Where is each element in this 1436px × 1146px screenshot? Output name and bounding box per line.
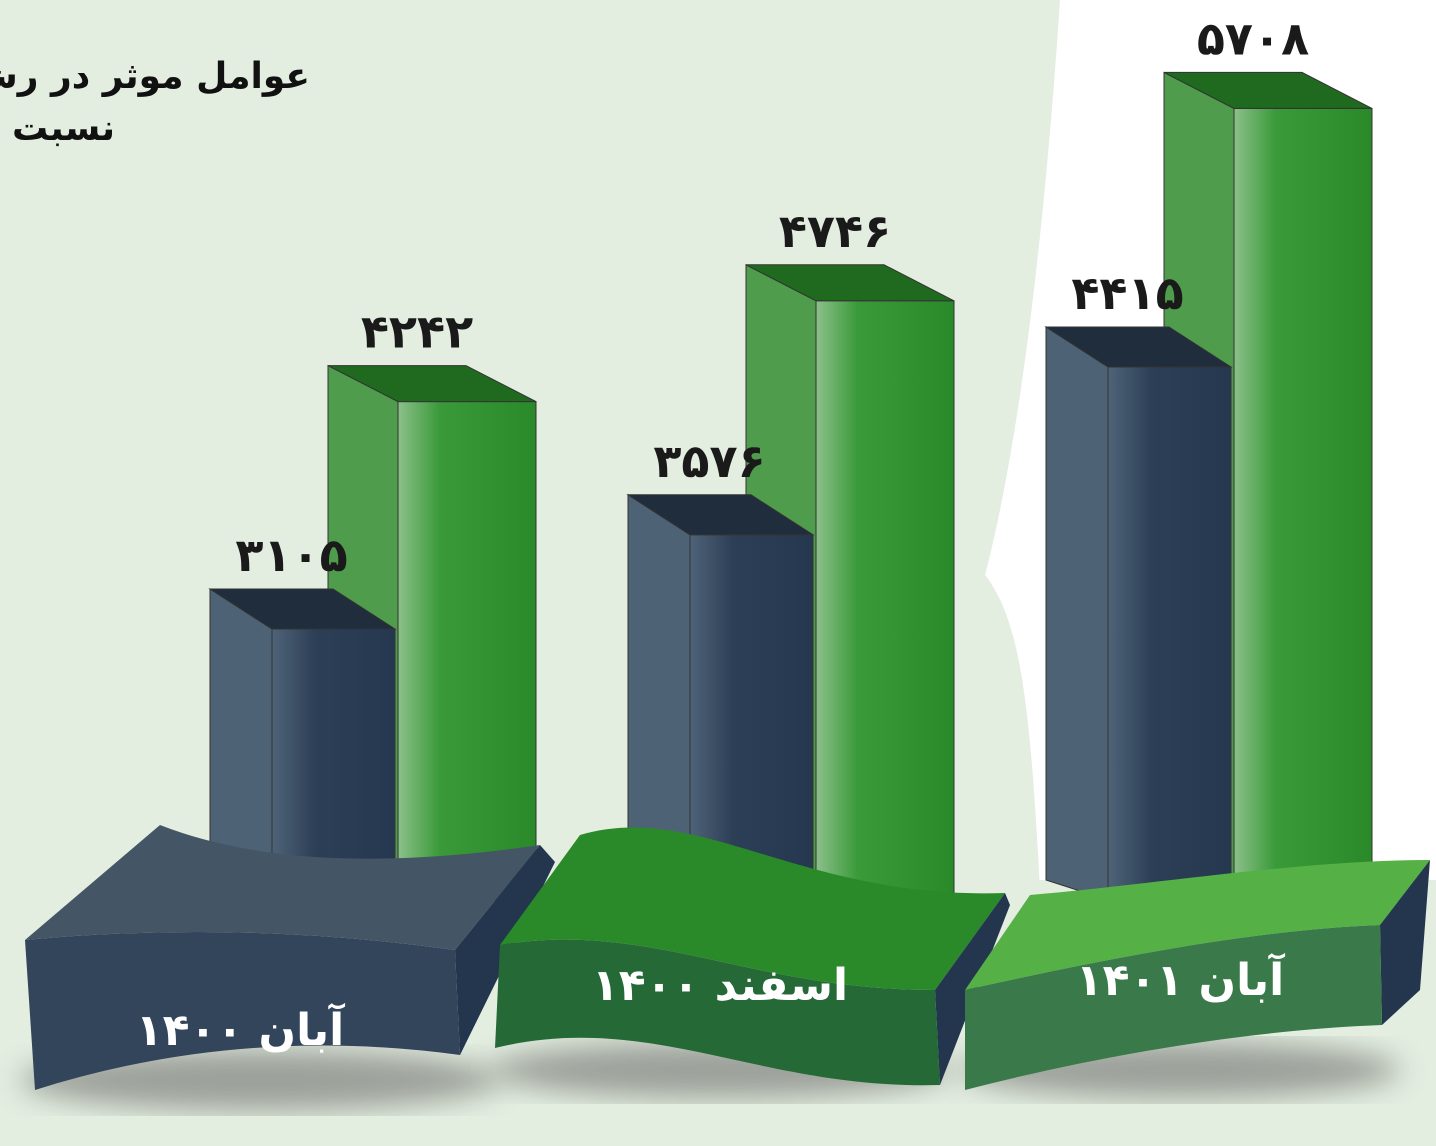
base-side	[1380, 860, 1430, 1025]
bar-top	[626, 494, 815, 536]
category-label: آبان ۱۴۰۰	[136, 1002, 345, 1056]
bar-top	[208, 588, 397, 630]
value-label: ۳۱۰۵	[235, 528, 347, 582]
base-top	[500, 827, 1005, 990]
chart-subtitle: نسبت ب	[0, 108, 115, 149]
shadow	[20, 1050, 500, 1110]
bar-top	[1044, 326, 1233, 368]
chart-title: عوامل موثر در رش	[0, 56, 310, 97]
base-front	[25, 932, 460, 1090]
bar-side	[1045, 326, 1109, 901]
value-label: ۴۲۴۲	[361, 305, 473, 359]
bar-top	[1163, 71, 1373, 109]
category-label: آبان ۱۴۰۱	[1076, 952, 1285, 1006]
value-label: ۴۷۴۶	[779, 204, 891, 258]
value-label: ۳۵۷۶	[653, 434, 765, 488]
value-label: ۵۷۰۸	[1197, 11, 1309, 65]
bar	[1044, 326, 1233, 901]
bar-top	[745, 264, 955, 302]
base-top	[25, 825, 540, 950]
bar-front	[397, 401, 537, 901]
bar	[208, 588, 397, 901]
bar-front	[1233, 107, 1373, 901]
bar-front	[815, 300, 955, 901]
bar-front	[1107, 366, 1232, 901]
bar	[1163, 71, 1373, 901]
value-label: ۴۴۱۵	[1071, 266, 1183, 320]
base-top	[965, 860, 1430, 990]
category-labels: آبان ۱۴۰۰ اسفند ۱۴۰۰ آبان ۱۴۰۱	[136, 952, 1285, 1056]
category-bases	[20, 825, 1430, 1110]
base-front	[965, 925, 1382, 1090]
bars: ۴۲۴۲ ۳۱۰۵ ۴۷۴۶ ۳۵۷۶ ۵۷۰۸ ۴۴۱۵	[208, 11, 1373, 901]
bar-top	[327, 365, 537, 403]
base-front	[495, 939, 940, 1086]
category-label: اسفند ۱۴۰۰	[592, 960, 848, 1011]
